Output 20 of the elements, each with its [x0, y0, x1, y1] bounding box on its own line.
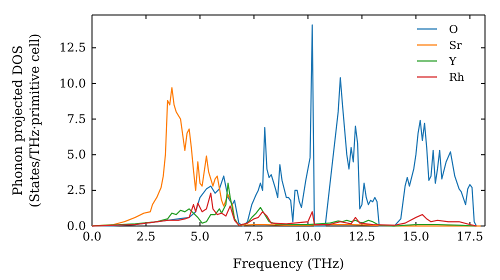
x-tick-label: 17.5 [456, 230, 484, 244]
line-series [91, 192, 477, 227]
x-tick-label: 15.0 [402, 230, 430, 244]
legend-label: O [449, 23, 458, 36]
y-tick-label: 10.0 [59, 76, 86, 90]
line-series [91, 87, 482, 227]
y-tick-label: 7.5 [66, 112, 86, 126]
x-tick-label: 7.5 [244, 230, 264, 244]
x-tick-label: 5.0 [190, 230, 210, 244]
legend-label: Y [448, 55, 457, 68]
x-axis-title: Frequency (THz) [232, 257, 344, 272]
y-tick-label: 2.5 [66, 183, 86, 198]
y-axis-title: Phonon projected DOS (States/THz·primitive cell) [11, 33, 43, 208]
x-tick-label: 10.0 [294, 230, 322, 244]
legend-label: Rh [449, 71, 464, 84]
legend-label: Sr [449, 39, 463, 52]
x-tick-label: 12.5 [348, 230, 376, 244]
y-tick-label: 12.5 [59, 40, 86, 55]
x-tick-label: 2.5 [136, 230, 156, 244]
y-tick-label: 5.0 [66, 148, 86, 162]
